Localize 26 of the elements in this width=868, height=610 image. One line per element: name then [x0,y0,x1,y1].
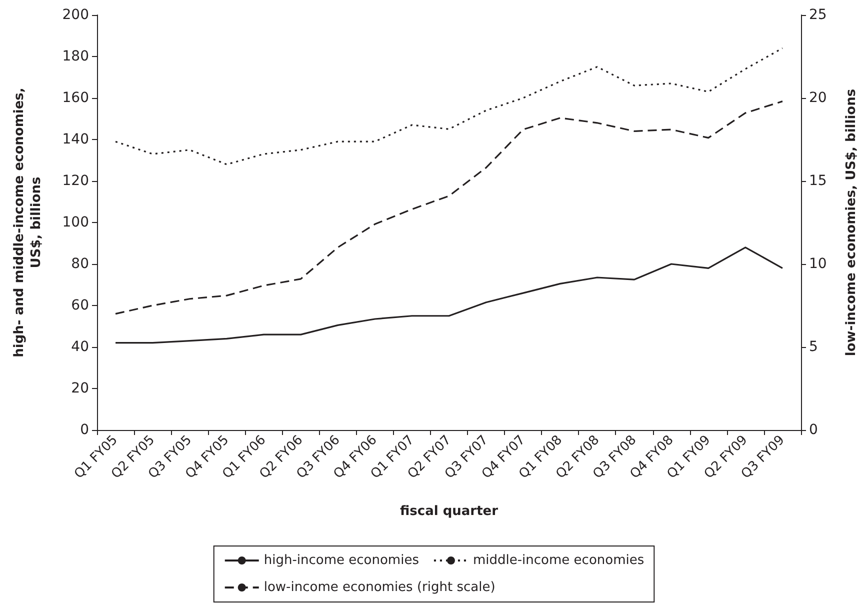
y2-tick-label: 15 [809,173,827,189]
y-tick-label: 200 [62,7,89,23]
legend-label: low-income economies (right scale) [264,580,496,595]
legend-label: middle-income economies [472,553,644,568]
y2-tick-label: 0 [809,422,818,438]
y-tick-label: 100 [62,214,89,230]
y2-tick-label: 5 [809,339,818,355]
y-tick-label: 80 [71,256,89,272]
y-tick-label: 160 [62,90,89,106]
y-tick-label: 140 [62,132,89,148]
y2-tick-label: 20 [809,90,827,106]
y-tick-label: 20 [71,380,89,396]
y-tick-label: 120 [62,173,89,189]
y-tick-label: 180 [62,48,89,64]
line-series [114,47,784,166]
x-axis-title: fiscal quarter [400,504,499,519]
y-tick-label: 60 [71,298,89,314]
y2-axis-title: low-income economies, US$, billions [844,88,859,356]
legend-label: high-income economies [264,553,420,568]
y2-tick-label: 25 [809,7,827,23]
y-tick-label: 40 [71,339,89,355]
line-series [114,100,784,315]
y-tick-label: 0 [80,422,89,438]
y2-tick-label: 10 [809,256,827,272]
line-series [114,246,784,344]
y-axis-title: high- and middle-income economies, US$, billions [12,88,44,358]
